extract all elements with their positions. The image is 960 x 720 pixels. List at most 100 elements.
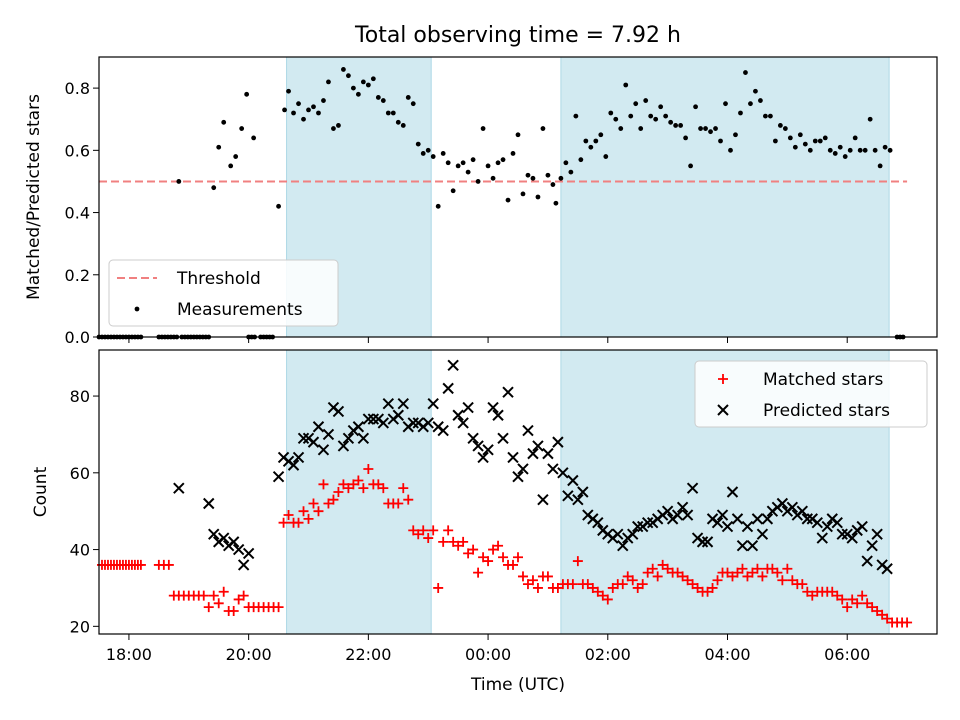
measurement-point [558, 175, 564, 181]
measurement-point [797, 132, 803, 138]
measurement-point [738, 110, 743, 116]
legend-measurement-swatch [134, 306, 140, 312]
legend-label: Predicted stars [763, 401, 890, 421]
predicted-star-marker [821, 520, 833, 533]
measurement-point [598, 132, 604, 138]
matched-star-marker [483, 556, 494, 567]
measurement-point [563, 160, 569, 166]
measurement-point [385, 110, 391, 116]
predicted-star-marker [861, 555, 873, 567]
measurement-point [643, 98, 649, 103]
measurement-point [410, 101, 416, 107]
measurement-point [588, 144, 594, 150]
predicted-star-marker [562, 490, 574, 502]
measurement-point [578, 157, 584, 163]
matched-star-marker [468, 544, 479, 555]
predicted-star-marker [517, 463, 529, 475]
plot-frame [98, 56, 938, 338]
matched-star-marker [213, 598, 224, 609]
y-tick-label: 20 [70, 617, 90, 636]
y-tick-label: 0.8 [65, 79, 90, 98]
measurement-point [251, 135, 257, 141]
predicted-star-marker [337, 440, 350, 452]
measurement-point [211, 185, 217, 191]
y-tick-label: 80 [70, 387, 90, 406]
measurement-point [296, 101, 301, 107]
matched-star-marker [498, 552, 509, 563]
matched-star-marker [238, 590, 249, 601]
measurement-point [430, 154, 436, 159]
measurement-point [336, 123, 341, 128]
measurement-point [573, 113, 579, 119]
measurement-point [445, 160, 451, 166]
measurement-point [812, 138, 818, 144]
measurement-point [233, 154, 239, 159]
predicted-star-marker [217, 532, 230, 544]
measurement-point [375, 95, 381, 100]
measurement-point [668, 119, 674, 125]
predicted-star-marker [442, 382, 454, 395]
measurement-point [440, 151, 446, 156]
measurement-point [515, 132, 521, 138]
x-tick-label: 20:00 [226, 645, 272, 664]
measurement-point [450, 188, 456, 194]
measurement-point [817, 138, 823, 144]
bottom-panel-counts: 20 40 60 80 18:00 20:00 22:00 00:00 02:00 04:00 06… [31, 349, 938, 664]
predicted-star-marker [232, 543, 245, 556]
measurement-point [425, 147, 431, 153]
measurement-point [216, 144, 222, 150]
predicted-star-marker [711, 516, 724, 529]
measurement-point [777, 123, 783, 128]
predicted-star-marker [796, 505, 809, 517]
chart-title: Total observing time = 7.92 h [354, 23, 681, 48]
y-tick-label: 0.2 [65, 266, 90, 285]
predicted-star-marker [208, 528, 220, 540]
predicted-star-marker [761, 513, 774, 525]
measurement-point [807, 147, 813, 153]
predicted-star-marker [173, 482, 185, 494]
predicted-star-marker [671, 509, 684, 521]
measurement-point [380, 98, 386, 103]
measurement-point [321, 98, 326, 103]
matched-star-marker [473, 567, 484, 578]
measurement-point [520, 191, 526, 197]
measurement-point [405, 95, 411, 100]
measurement-point [663, 113, 669, 119]
predicted-star-marker [502, 386, 514, 398]
matched-star-marker [572, 556, 583, 567]
measurement-point [832, 151, 838, 156]
x-tick-label: 02:00 [585, 645, 631, 664]
observing-interval-shade [560, 56, 890, 338]
measurement-point [460, 160, 466, 166]
measurement-point [568, 169, 574, 175]
matched-star-marker [513, 552, 523, 563]
predicted-star-marker [617, 540, 629, 552]
measurement-point [228, 163, 234, 169]
predicted-star-marker [612, 528, 624, 540]
matched-star-marker [308, 498, 319, 509]
matched-star-marker [508, 559, 519, 570]
predicted-star-marker [696, 536, 709, 548]
matched-star-marker [627, 575, 638, 586]
predicted-star-marker [632, 520, 644, 533]
measurement-point [239, 126, 245, 131]
matched-star-marker [757, 571, 768, 582]
predicted-star-marker [641, 516, 654, 529]
predicted-star-marker [482, 444, 494, 456]
measurement-point [282, 107, 287, 113]
legend-label: Matched stars [763, 370, 883, 390]
predicted-star-marker [317, 444, 330, 456]
predicted-star-marker [227, 536, 240, 548]
matched-star-marker [333, 487, 344, 497]
measurement-point [608, 110, 614, 116]
matched-star-marker [135, 559, 146, 570]
y-tick-label: 60 [70, 464, 90, 483]
predicted-star-marker [866, 540, 878, 552]
measurement-point [350, 85, 356, 91]
measurement-point [822, 135, 828, 141]
measurement-point [583, 138, 589, 144]
predicted-star-marker [292, 451, 305, 464]
matched-star-marker [712, 575, 723, 586]
matched-star-marker [303, 513, 314, 524]
